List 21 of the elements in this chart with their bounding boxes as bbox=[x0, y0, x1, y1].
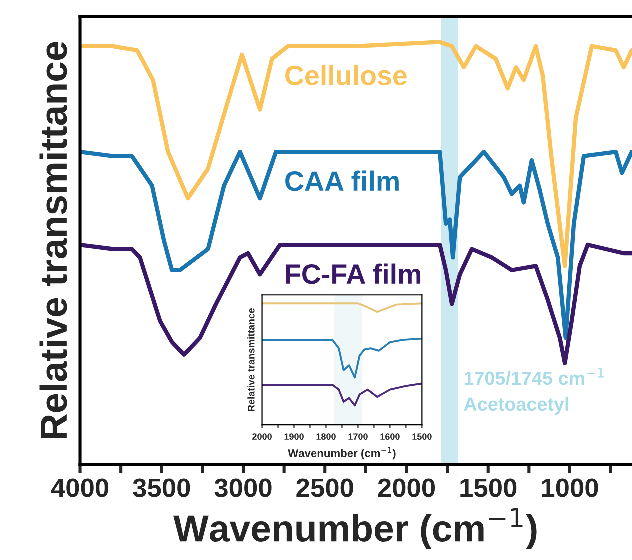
x-tick-label: 1500 bbox=[460, 478, 517, 498]
x-tick-label: 1000 bbox=[542, 478, 598, 498]
x-tick-label: 3500 bbox=[133, 478, 190, 498]
y-axis-title: Relative transmittance bbox=[40, 42, 68, 438]
x-tick-label: 1800 bbox=[316, 434, 336, 440]
text: 1705/1745 cm$^{−1}$ Acetoacetyl bbox=[464, 368, 604, 415]
y-axis-title: Relative transmittance bbox=[248, 308, 255, 412]
x-axis-title: Wavenumber (cm$^{−1}$) bbox=[174, 508, 537, 550]
x-tick-label: 2500 bbox=[296, 478, 354, 498]
x-tick-label: 2000 bbox=[252, 434, 272, 440]
x-tick-label: 3000 bbox=[214, 478, 272, 498]
series-label: Cellulose bbox=[286, 65, 407, 86]
x-tick-label: 4000 bbox=[51, 478, 109, 498]
x-tick-label: 2000 bbox=[378, 478, 436, 498]
series-label: CAA film bbox=[286, 170, 399, 192]
x-tick-label: 1900 bbox=[284, 434, 304, 440]
x-tick-label: 1600 bbox=[380, 434, 400, 440]
x-axis-title: Wavenumber (cm$^{−1}$) bbox=[288, 447, 396, 460]
x-tick-label: 1700 bbox=[348, 434, 368, 440]
series-label: FC-FA film bbox=[286, 264, 421, 284]
x-tick-label: 1500 bbox=[412, 434, 432, 440]
